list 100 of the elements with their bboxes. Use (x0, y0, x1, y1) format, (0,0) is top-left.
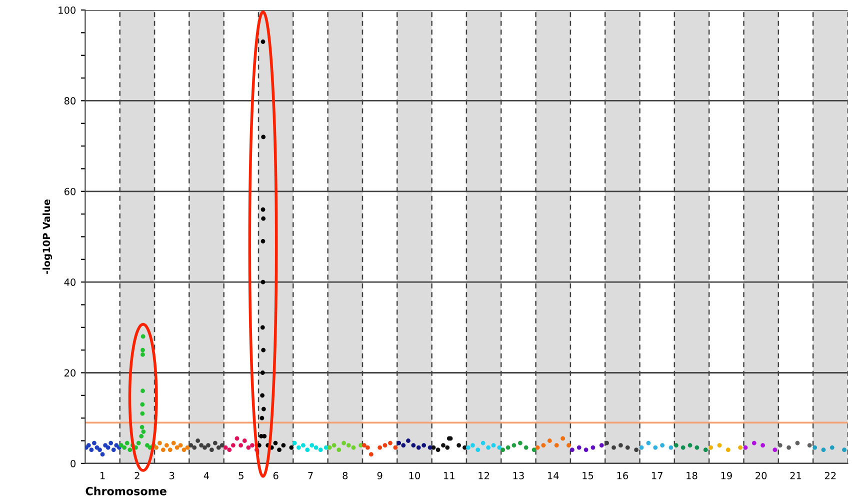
point (332, 443, 336, 448)
point (431, 445, 436, 450)
point (680, 445, 686, 450)
point (168, 448, 172, 452)
point (262, 434, 267, 438)
point (584, 448, 588, 452)
point (416, 445, 421, 450)
point (362, 443, 366, 448)
point (122, 445, 127, 450)
point (140, 334, 146, 339)
point (160, 448, 166, 452)
point (368, 452, 374, 457)
point (625, 445, 630, 450)
point (103, 443, 108, 448)
point (145, 443, 150, 448)
point (108, 440, 114, 446)
point (422, 443, 426, 448)
point (436, 448, 440, 452)
point (512, 443, 516, 448)
point (140, 424, 144, 430)
point (726, 448, 730, 452)
point (327, 445, 332, 450)
point (541, 443, 546, 448)
point (234, 436, 240, 441)
y-axis-title: -log10P Value (42, 199, 52, 274)
point (318, 448, 323, 452)
point (646, 440, 651, 446)
y-tick-label: 0 (70, 460, 76, 468)
x-tick-label: 1 (100, 472, 105, 480)
point (261, 216, 266, 221)
point (358, 443, 363, 448)
point (262, 406, 266, 412)
point (411, 443, 416, 448)
point (277, 448, 282, 452)
point (830, 445, 834, 450)
point (210, 448, 214, 452)
point (807, 443, 812, 448)
point (524, 445, 528, 450)
point (250, 443, 254, 448)
point (227, 448, 232, 452)
point (136, 440, 141, 446)
point (273, 440, 278, 446)
point (486, 445, 491, 450)
x-tick-label: 8 (342, 472, 348, 480)
point (708, 445, 714, 450)
point (185, 445, 190, 450)
point (260, 416, 264, 420)
point (89, 448, 94, 452)
x-tick-label: 18 (686, 472, 698, 480)
point (738, 445, 742, 450)
point (441, 443, 446, 448)
point (171, 440, 176, 446)
point (111, 448, 116, 452)
x-tick-label: 5 (238, 472, 244, 480)
point (140, 411, 145, 416)
point (674, 443, 678, 448)
point (86, 443, 91, 448)
point (554, 443, 559, 448)
x-tick-label: 4 (204, 472, 210, 480)
point (570, 448, 574, 452)
point (406, 438, 410, 443)
point (260, 280, 266, 284)
point (260, 239, 266, 244)
point (220, 443, 224, 448)
point (518, 440, 522, 446)
point (660, 443, 664, 448)
point (639, 445, 644, 450)
point (140, 352, 145, 357)
point (158, 440, 162, 446)
x-tick-label: 20 (756, 472, 767, 480)
point (634, 448, 639, 452)
y-tick-label: 100 (58, 6, 76, 14)
point (497, 445, 502, 450)
point (694, 445, 700, 450)
point (336, 448, 342, 452)
x-tick-label: 10 (409, 472, 420, 480)
point (310, 443, 314, 448)
point (388, 440, 392, 446)
point (786, 445, 792, 450)
point (365, 445, 370, 450)
point (206, 443, 210, 448)
point (821, 448, 826, 452)
point (174, 445, 180, 450)
point (296, 445, 301, 450)
point (242, 438, 247, 443)
x-tick-label: 21 (790, 472, 802, 480)
point (202, 445, 207, 450)
point (491, 443, 496, 448)
y-tick-label: 80 (64, 97, 76, 105)
point (238, 443, 244, 448)
x-tick-label: 22 (824, 472, 836, 480)
point (128, 448, 132, 452)
point (480, 440, 486, 446)
x-tick-label: 7 (308, 472, 313, 480)
point (456, 443, 462, 448)
x-tick-label: 11 (444, 472, 454, 480)
point (139, 434, 144, 438)
point (401, 443, 406, 448)
point (599, 443, 604, 448)
point (466, 445, 470, 450)
